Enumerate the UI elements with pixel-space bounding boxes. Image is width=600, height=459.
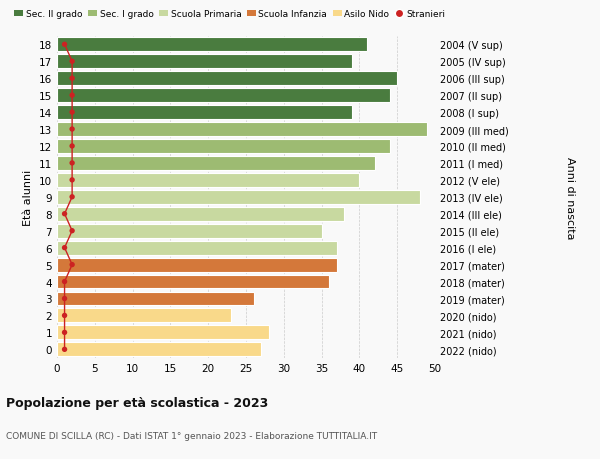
Bar [57,241,337,255]
Bar [57,89,389,103]
Bar [57,38,367,52]
Point [67,92,77,100]
Bar [57,123,427,137]
Bar [57,326,269,340]
Point [67,160,77,167]
Text: COMUNE DI SCILLA (RC) - Dati ISTAT 1° gennaio 2023 - Elaborazione TUTTITALIA.IT: COMUNE DI SCILLA (RC) - Dati ISTAT 1° ge… [6,431,377,440]
Bar [57,72,397,86]
Bar [57,55,352,69]
Y-axis label: Età alunni: Età alunni [23,169,34,225]
Bar [57,190,420,204]
Y-axis label: Anni di nascita: Anni di nascita [565,156,575,239]
Point [60,329,70,336]
Point [60,312,70,319]
Point [60,211,70,218]
Bar [57,342,261,357]
Point [67,261,77,269]
Point [60,278,70,285]
Bar [57,292,254,306]
Legend: Sec. II grado, Sec. I grado, Scuola Primaria, Scuola Infanzia, Asilo Nido, Stran: Sec. II grado, Sec. I grado, Scuola Prim… [11,7,449,23]
Bar [57,106,352,120]
Point [67,177,77,184]
Point [67,109,77,117]
Bar [57,275,329,289]
Point [67,58,77,66]
Bar [57,174,359,187]
Point [67,75,77,83]
Point [67,194,77,201]
Point [60,41,70,49]
Bar [57,157,374,170]
Bar [57,224,322,238]
Point [67,228,77,235]
Bar [57,140,389,154]
Point [60,346,70,353]
Bar [57,258,337,272]
Bar [57,309,231,323]
Bar [57,207,344,221]
Point [60,295,70,302]
Point [67,143,77,150]
Text: Popolazione per età scolastica - 2023: Popolazione per età scolastica - 2023 [6,396,268,409]
Point [67,126,77,134]
Point [60,245,70,252]
